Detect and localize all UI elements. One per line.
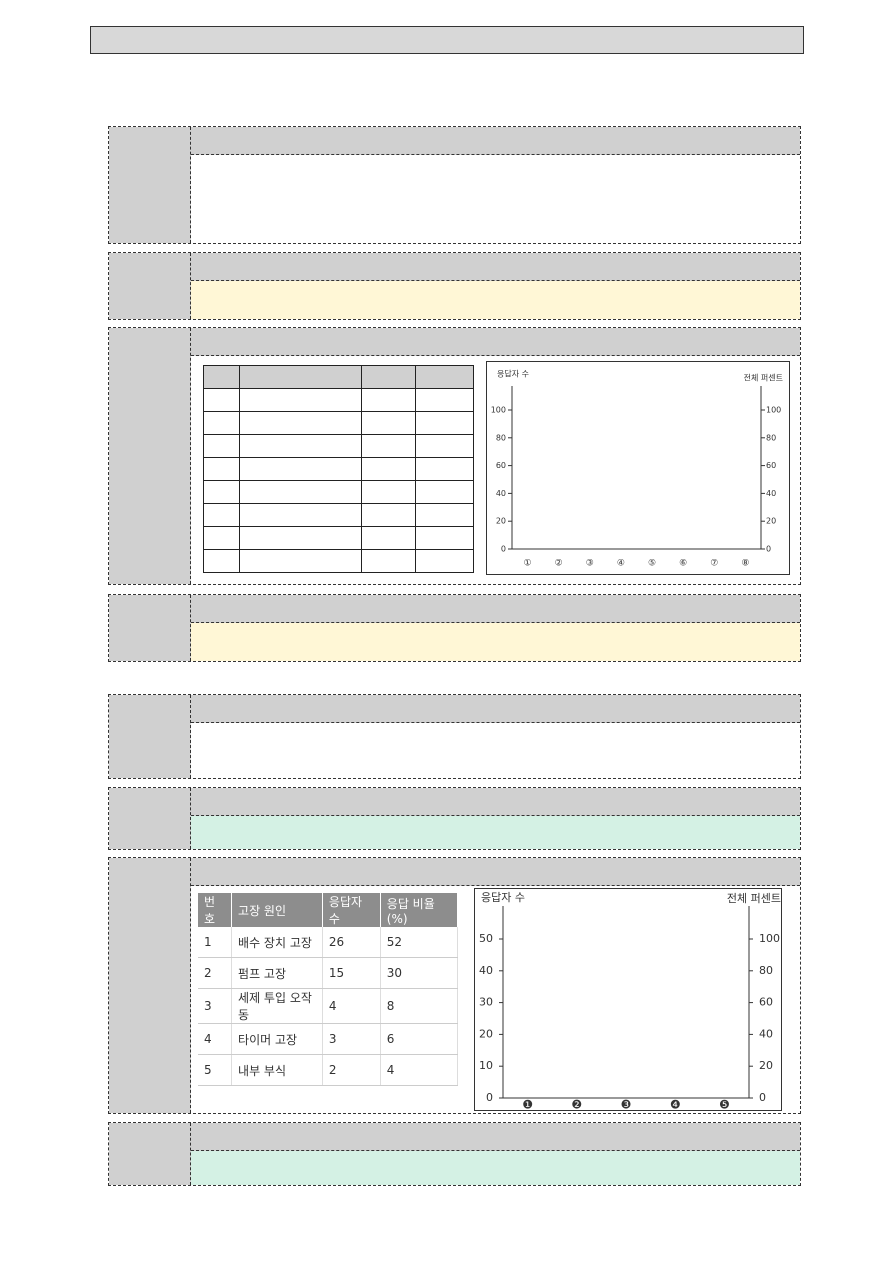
row-block bbox=[108, 327, 801, 585]
y-axis-title: 응답자 수 bbox=[481, 891, 525, 904]
table-cell: 타이머 고장 bbox=[231, 1023, 323, 1055]
table-cell: 52 bbox=[380, 927, 459, 958]
table-cell: 8 bbox=[380, 988, 459, 1024]
table-cell: 15 bbox=[322, 957, 381, 989]
table-cell: 5 bbox=[198, 1054, 233, 1086]
blank-table bbox=[203, 365, 474, 573]
header-cell: 응답자 수 bbox=[322, 893, 381, 927]
y-axis-title: 응답자 수 bbox=[497, 369, 529, 379]
table-cell: 4 bbox=[322, 988, 381, 1024]
y2-axis-title: 전체 퍼센트 bbox=[744, 373, 783, 383]
table-row: 2 펌프 고장 15 30 bbox=[198, 957, 459, 989]
table-cell: 1 bbox=[198, 927, 233, 958]
table-cell: 배수 장치 고장 bbox=[231, 927, 323, 958]
data-table: 번호 고장 원인 응답자 수 응답 비율(%) 1 배수 장치 고장 26 52 2 펌프 고장 1… bbox=[198, 893, 459, 1086]
x-tick-label: ④ bbox=[617, 559, 625, 569]
row-block bbox=[108, 252, 801, 320]
y2-tick-label: 20 bbox=[766, 517, 776, 526]
chart: 응답자 수 전체 퍼센트 0 20 40 60 80 100 0 20 40 60 80 100 ① ② ③ ④ ⑤… bbox=[486, 361, 790, 575]
x-tick-label: ❶ bbox=[522, 1098, 533, 1112]
x-tick-label: ❷ bbox=[571, 1098, 582, 1112]
title-bar bbox=[90, 26, 804, 54]
header-cell: 응답 비율(%) bbox=[380, 893, 459, 927]
header-cell: 번호 bbox=[198, 893, 233, 927]
table-row: 5 내부 부식 2 4 bbox=[198, 1054, 459, 1086]
y2-tick-label: 0 bbox=[766, 545, 771, 554]
table-cell: 세제 투입 오작동 bbox=[231, 988, 323, 1024]
y-tick-label: 0 bbox=[501, 545, 506, 554]
y-tick-label: 40 bbox=[496, 489, 506, 498]
y-tick-label: 10 bbox=[479, 1059, 493, 1072]
y2-tick-label: 40 bbox=[759, 1027, 773, 1040]
table-cell: 4 bbox=[380, 1054, 459, 1086]
x-tick-label: ⑧ bbox=[741, 559, 749, 569]
x-tick-label: ③ bbox=[586, 559, 594, 569]
table-cell: 3 bbox=[198, 988, 233, 1024]
x-tick-label: ⑥ bbox=[679, 559, 687, 569]
row-block bbox=[108, 787, 801, 850]
header-cell: 고장 원인 bbox=[231, 893, 323, 927]
table-cell: 3 bbox=[322, 1023, 381, 1055]
row-block bbox=[108, 694, 801, 779]
table-cell: 6 bbox=[380, 1023, 459, 1055]
x-tick-label: ⑦ bbox=[710, 559, 718, 569]
y2-tick-label: 20 bbox=[759, 1059, 773, 1072]
row-block bbox=[108, 594, 801, 662]
y2-tick-label: 80 bbox=[759, 964, 773, 977]
chart: 응답자 수 전체 퍼센트 0 10 20 30 40 50 0 20 40 60 80 100 ❶ ❷ ❸ ❹ ❺ bbox=[474, 888, 782, 1111]
y2-tick-label: 60 bbox=[766, 461, 776, 470]
x-tick-label: ⑤ bbox=[648, 559, 656, 569]
table-row: 3 세제 투입 오작동 4 8 bbox=[198, 988, 459, 1024]
y2-tick-label: 100 bbox=[759, 932, 780, 945]
x-tick-label: ① bbox=[524, 559, 532, 569]
table-row: 4 타이머 고장 3 6 bbox=[198, 1023, 459, 1055]
y2-tick-label: 0 bbox=[759, 1091, 766, 1104]
y2-tick-label: 60 bbox=[759, 996, 773, 1009]
table-cell: 4 bbox=[198, 1023, 233, 1055]
table-cell: 26 bbox=[322, 927, 381, 958]
row-block bbox=[108, 126, 801, 244]
x-tick-label: ❹ bbox=[670, 1098, 681, 1112]
header-row: 번호 고장 원인 응답자 수 응답 비율(%) bbox=[198, 893, 459, 927]
y-tick-label: 80 bbox=[496, 433, 506, 442]
table-cell: 2 bbox=[322, 1054, 381, 1086]
table-cell: 내부 부식 bbox=[231, 1054, 323, 1086]
y-tick-label: 60 bbox=[496, 461, 506, 470]
y2-axis-title: 전체 퍼센트 bbox=[727, 892, 781, 905]
y2-tick-label: 40 bbox=[766, 489, 776, 498]
y-tick-label: 40 bbox=[479, 964, 493, 977]
y-tick-label: 20 bbox=[496, 517, 506, 526]
table-cell: 펌프 고장 bbox=[231, 957, 323, 989]
x-tick-label: ② bbox=[555, 559, 563, 569]
y2-tick-label: 100 bbox=[766, 406, 781, 415]
table-cell: 30 bbox=[380, 957, 459, 989]
table-cell: 2 bbox=[198, 957, 233, 989]
y-tick-label: 0 bbox=[486, 1091, 493, 1104]
x-tick-label: ❺ bbox=[719, 1098, 730, 1112]
y-tick-label: 30 bbox=[479, 996, 493, 1009]
row-block bbox=[108, 857, 801, 1114]
y-tick-label: 20 bbox=[479, 1027, 493, 1040]
x-tick-label: ❸ bbox=[621, 1098, 632, 1112]
y-tick-label: 50 bbox=[479, 932, 493, 945]
y-tick-label: 100 bbox=[491, 406, 506, 415]
row-block bbox=[108, 1122, 801, 1186]
y2-tick-label: 80 bbox=[766, 433, 776, 442]
table-row: 1 배수 장치 고장 26 52 bbox=[198, 927, 459, 958]
